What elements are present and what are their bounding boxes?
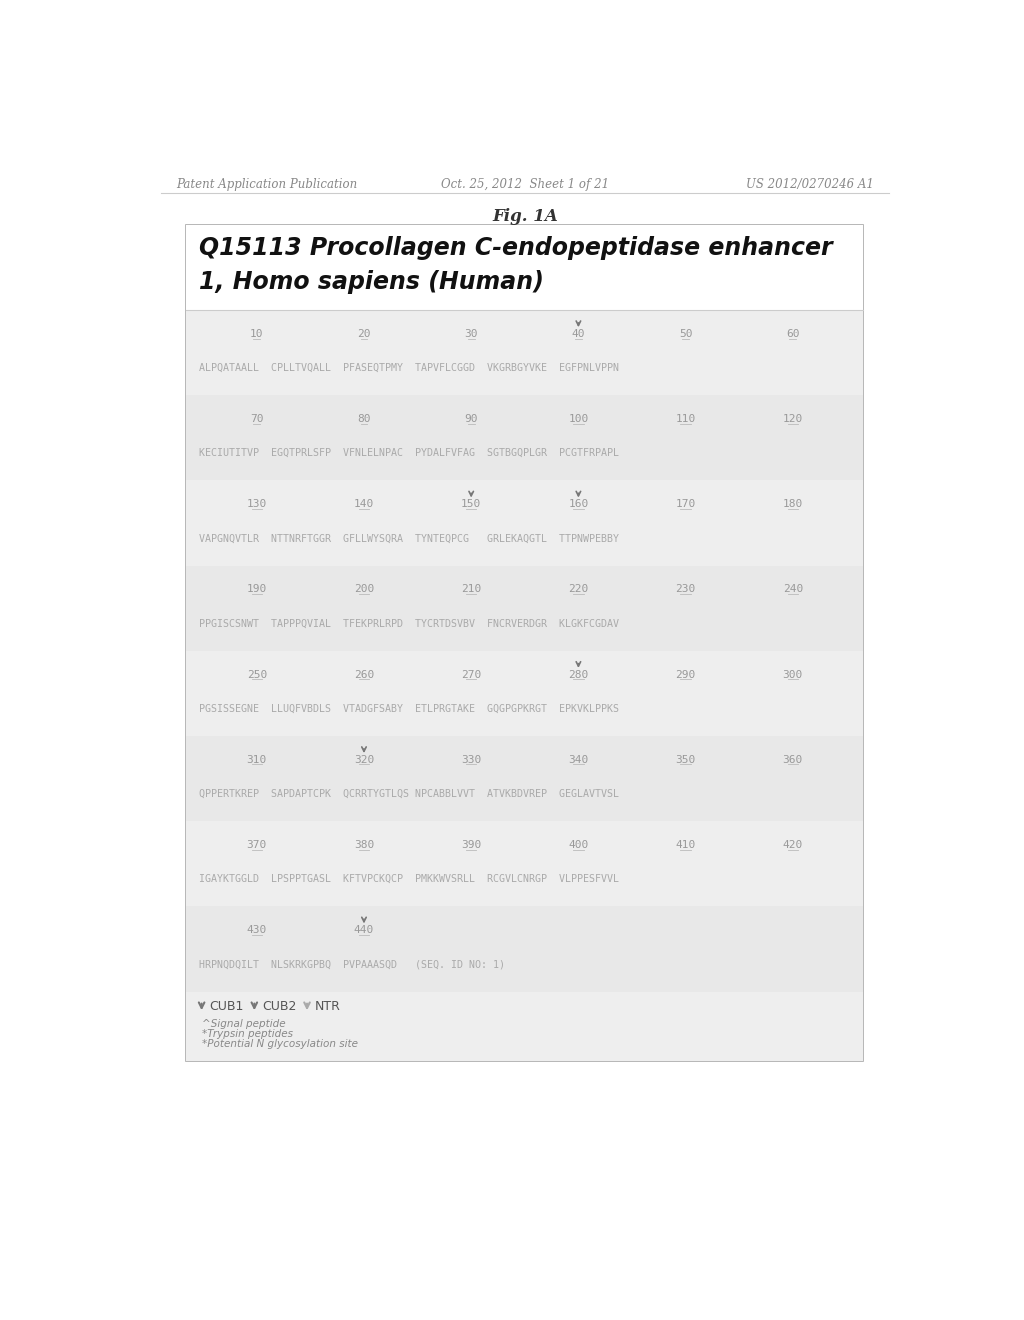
Text: 70: 70 bbox=[250, 414, 263, 424]
Text: 310: 310 bbox=[247, 755, 267, 764]
Text: 220: 220 bbox=[568, 585, 589, 594]
Text: VAPGNQVTLR  NTTNRFTGGR  GFLLWYSQRA  TYNTEQPCG   GRLEKAQGTL  TTPNWPEBBY: VAPGNQVTLR NTTNRFTGGR GFLLWYSQRA TYNTEQP… bbox=[200, 533, 620, 544]
Bar bbox=[186, 737, 863, 821]
Text: 200: 200 bbox=[354, 585, 374, 594]
Text: 110: 110 bbox=[676, 414, 695, 424]
Text: 60: 60 bbox=[786, 329, 800, 339]
Bar bbox=[186, 226, 863, 1061]
Text: PGSISSEGNE  LLUQFVBDLS  VTADGFSABY  ETLPRGTAKE  GQGPGPKRGT  EPKVKLPPKS: PGSISSEGNE LLUQFVBDLS VTADGFSABY ETLPRGT… bbox=[200, 704, 620, 714]
Bar bbox=[186, 226, 863, 310]
Bar bbox=[186, 566, 863, 651]
Text: 440: 440 bbox=[354, 925, 374, 935]
Text: 430: 430 bbox=[247, 925, 267, 935]
Text: 380: 380 bbox=[354, 840, 374, 850]
Text: CUB2: CUB2 bbox=[262, 1001, 297, 1014]
Text: 10: 10 bbox=[250, 329, 263, 339]
Text: 130: 130 bbox=[247, 499, 267, 510]
Text: 150: 150 bbox=[461, 499, 481, 510]
Text: 20: 20 bbox=[357, 329, 371, 339]
Bar bbox=[186, 395, 863, 480]
Text: 350: 350 bbox=[676, 755, 695, 764]
Text: 270: 270 bbox=[461, 669, 481, 680]
Text: 50: 50 bbox=[679, 329, 692, 339]
Text: 320: 320 bbox=[354, 755, 374, 764]
Text: QPPERTKREP  SAPDAPTCPK  QCRRTYGTLQS NPCABBLVVT  ATVKBDVREP  GEGLAVTVSL: QPPERTKREP SAPDAPTCPK QCRRTYGTLQS NPCABB… bbox=[200, 789, 620, 799]
Text: 370: 370 bbox=[247, 840, 267, 850]
Text: 420: 420 bbox=[782, 840, 803, 850]
Text: 180: 180 bbox=[782, 499, 803, 510]
Text: 170: 170 bbox=[676, 499, 695, 510]
Text: 120: 120 bbox=[782, 414, 803, 424]
Text: 330: 330 bbox=[461, 755, 481, 764]
Text: 140: 140 bbox=[354, 499, 374, 510]
Text: 40: 40 bbox=[571, 329, 585, 339]
Text: 1, Homo sapiens (Human): 1, Homo sapiens (Human) bbox=[199, 271, 544, 294]
Text: ALPQATAALL  CPLLTVQALL  PFASEQTPMY  TAPVFLCGGD  VKGRBGYVKE  EGFPNLVPPN: ALPQATAALL CPLLTVQALL PFASEQTPMY TAPVFLC… bbox=[200, 363, 620, 374]
Text: 340: 340 bbox=[568, 755, 589, 764]
Text: 190: 190 bbox=[247, 585, 267, 594]
Text: KECIUTITVP  EGQTPRLSFP  VFNLELNPAC  PYDALFVFAG  SGTBGQPLGR  PCGTFRPAPL: KECIUTITVP EGQTPRLSFP VFNLELNPAC PYDALFV… bbox=[200, 449, 620, 458]
Text: 250: 250 bbox=[247, 669, 267, 680]
Text: ^Signal peptide: ^Signal peptide bbox=[202, 1019, 286, 1030]
Text: 210: 210 bbox=[461, 585, 481, 594]
Text: IGAYKTGGLD  LPSPPTGASL  KFTVPCKQCP  PMKKWVSRLL  RCGVLCNRGP  VLPPESFVVL: IGAYKTGGLD LPSPPTGASL KFTVPCKQCP PMKKWVS… bbox=[200, 874, 620, 884]
Text: 390: 390 bbox=[461, 840, 481, 850]
Text: PPGISCSNWT  TAPPPQVIAL  TFEKPRLRPD  TYCRTDSVBV  FNCRVERDGR  KLGKFCGDAV: PPGISCSNWT TAPPPQVIAL TFEKPRLRPD TYCRTDS… bbox=[200, 619, 620, 628]
Bar bbox=[186, 907, 863, 991]
Text: 160: 160 bbox=[568, 499, 589, 510]
Text: 230: 230 bbox=[676, 585, 695, 594]
Text: *Potential N glycosylation site: *Potential N glycosylation site bbox=[202, 1039, 357, 1049]
Text: 80: 80 bbox=[357, 414, 371, 424]
Text: Q15113 Procollagen C-endopeptidase enhancer: Q15113 Procollagen C-endopeptidase enhan… bbox=[199, 236, 833, 260]
Text: CUB1: CUB1 bbox=[209, 1001, 244, 1014]
Text: 400: 400 bbox=[568, 840, 589, 850]
Text: Oct. 25, 2012  Sheet 1 of 21: Oct. 25, 2012 Sheet 1 of 21 bbox=[440, 178, 609, 190]
Text: 410: 410 bbox=[676, 840, 695, 850]
Bar bbox=[186, 310, 863, 1061]
Text: US 2012/0270246 A1: US 2012/0270246 A1 bbox=[745, 178, 873, 190]
Text: 360: 360 bbox=[782, 755, 803, 764]
Text: 90: 90 bbox=[465, 414, 478, 424]
Text: 280: 280 bbox=[568, 669, 589, 680]
Text: *Trypsin peptides: *Trypsin peptides bbox=[202, 1030, 293, 1039]
Text: 30: 30 bbox=[465, 329, 478, 339]
Text: 300: 300 bbox=[782, 669, 803, 680]
Text: 240: 240 bbox=[782, 585, 803, 594]
Text: Fig. 1A: Fig. 1A bbox=[492, 209, 558, 226]
Text: NTR: NTR bbox=[314, 1001, 341, 1014]
Text: 290: 290 bbox=[676, 669, 695, 680]
Text: Patent Application Publication: Patent Application Publication bbox=[176, 178, 357, 190]
Text: 260: 260 bbox=[354, 669, 374, 680]
Text: 100: 100 bbox=[568, 414, 589, 424]
Text: HRPNQDQILT  NLSKRKGPBQ  PVPAAASQD   (SEQ. ID NO: 1): HRPNQDQILT NLSKRKGPBQ PVPAAASQD (SEQ. ID… bbox=[200, 960, 505, 969]
